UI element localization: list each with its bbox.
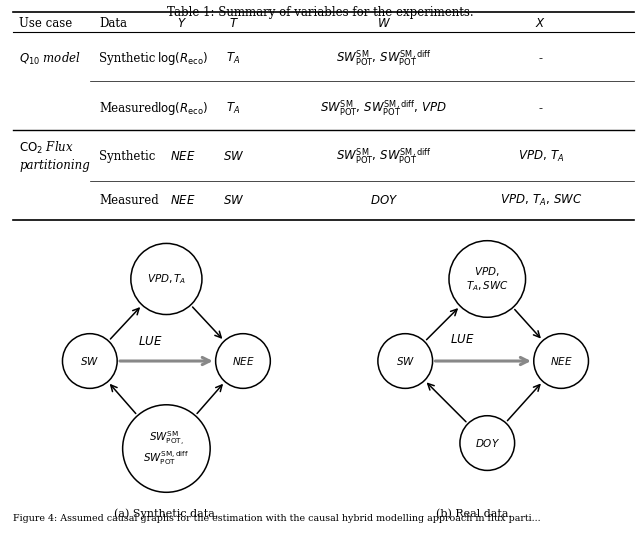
Text: $Y$: $Y$	[177, 17, 188, 30]
Text: Table 1: Summary of variables for the experiments.: Table 1: Summary of variables for the ex…	[166, 5, 474, 19]
Circle shape	[123, 405, 210, 492]
Text: Synthetic: Synthetic	[99, 150, 156, 162]
Circle shape	[460, 416, 515, 470]
Text: $VPD,\,T_A,\,SWC$: $VPD,\,T_A,\,SWC$	[500, 193, 582, 208]
Text: $T$: $T$	[228, 17, 239, 30]
Text: $SW_{\mathrm{POT}}^{\mathrm{SM}},\,SW_{\mathrm{POT}}^{\mathrm{SM,diff}}$: $SW_{\mathrm{POT}}^{\mathrm{SM}},\,SW_{\…	[336, 49, 432, 68]
Text: $NEE$: $NEE$	[232, 355, 255, 367]
Text: $SW_{\mathrm{POT}}^{\mathrm{SM}},\,SW_{\mathrm{POT}}^{\mathrm{SM,diff}},\,VPD$: $SW_{\mathrm{POT}}^{\mathrm{SM}},\,SW_{\…	[320, 99, 448, 118]
Text: $\mathrm{CO}_2$ Flux
partitioning: $\mathrm{CO}_2$ Flux partitioning	[19, 140, 90, 172]
Text: $NEE$: $NEE$	[170, 150, 195, 162]
Text: Measured: Measured	[99, 102, 159, 115]
Text: $Q_{10}$ model: $Q_{10}$ model	[19, 51, 81, 67]
Text: Measured: Measured	[99, 194, 159, 207]
Circle shape	[449, 241, 525, 317]
Text: $LUE$: $LUE$	[451, 333, 475, 346]
Text: $SW_{\mathrm{POT}}^{\mathrm{SM}},\,SW_{\mathrm{POT}}^{\mathrm{SM,diff}}$: $SW_{\mathrm{POT}}^{\mathrm{SM}},\,SW_{\…	[336, 147, 432, 166]
Text: $SW$: $SW$	[80, 355, 99, 367]
Text: $VPD,\,T_A$: $VPD,\,T_A$	[518, 149, 564, 164]
Text: $T_A$: $T_A$	[227, 101, 241, 116]
Text: $SW_{\mathrm{POT},}^{\mathrm{SM}}$
$SW_{\mathrm{POT}}^{\mathrm{SM,diff}}$: $SW_{\mathrm{POT},}^{\mathrm{SM}}$ $SW_{…	[143, 430, 189, 467]
Text: $DOY$: $DOY$	[475, 437, 500, 449]
Text: $W$: $W$	[377, 17, 391, 30]
Text: Synthetic: Synthetic	[99, 52, 156, 65]
Text: Data: Data	[99, 17, 127, 30]
Text: $VPD,$
$T_A,SWC$: $VPD,$ $T_A,SWC$	[466, 265, 509, 293]
Text: $T_A$: $T_A$	[227, 51, 241, 66]
Circle shape	[378, 334, 433, 388]
Text: $NEE$: $NEE$	[550, 355, 573, 367]
Text: $NEE$: $NEE$	[170, 194, 195, 207]
Text: $SW$: $SW$	[223, 150, 244, 162]
Text: $LUE$: $LUE$	[138, 335, 163, 348]
Circle shape	[63, 334, 117, 388]
Circle shape	[216, 334, 270, 388]
Text: $X$: $X$	[536, 17, 546, 30]
Text: Figure 4: Assumed causal graphs for the estimation with the causal hybrid modell: Figure 4: Assumed causal graphs for the …	[13, 514, 540, 523]
Text: $\log(R_{\mathrm{eco}})$: $\log(R_{\mathrm{eco}})$	[157, 100, 208, 117]
Text: $SW$: $SW$	[223, 194, 244, 207]
Text: $\log(R_{\mathrm{eco}})$: $\log(R_{\mathrm{eco}})$	[157, 50, 208, 67]
Text: (a) Synthetic data.: (a) Synthetic data.	[114, 509, 219, 519]
Circle shape	[534, 334, 588, 388]
Circle shape	[131, 243, 202, 315]
Text: -: -	[539, 102, 543, 115]
Text: $VPD,T_A$: $VPD,T_A$	[147, 272, 186, 286]
Text: -: -	[539, 52, 543, 65]
Text: $DOY$: $DOY$	[370, 194, 398, 207]
Text: (b) Real data.: (b) Real data.	[436, 509, 511, 519]
Text: $SW$: $SW$	[396, 355, 415, 367]
Text: Use case: Use case	[19, 17, 72, 30]
